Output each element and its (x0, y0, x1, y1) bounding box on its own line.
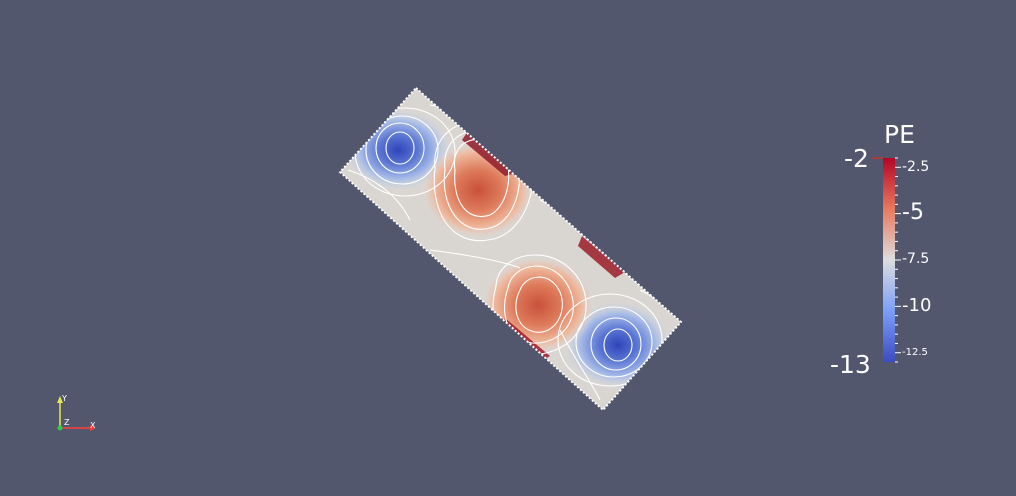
colorbar-tick-label: -2.5 (902, 158, 930, 175)
colorbar-tick-label: -5 (902, 199, 924, 225)
x-axis-arrow (90, 425, 96, 431)
colorbar-min-label: -13 (830, 350, 871, 379)
y-axis-arrow (57, 396, 63, 403)
z-axis-marker (57, 425, 63, 431)
z-axis-label: Z (64, 418, 70, 427)
colorbar-tick-label: -7.5 (902, 251, 930, 268)
surface-field (340, 88, 681, 410)
high-region-2 (480, 255, 596, 355)
colorbar-tick-label: -10 (902, 295, 932, 317)
colorbar-ticks (895, 157, 901, 363)
y-axis-label: Y (62, 394, 67, 403)
colorbar-tick-label: -12.5 (902, 346, 928, 358)
orientation-axes (57, 396, 96, 431)
colorbar-gradient (883, 158, 895, 362)
colorbar-max-label: -2 (844, 144, 869, 173)
colorbar-title: PE (884, 120, 915, 149)
edge-high-4 (578, 236, 625, 278)
x-axis-label: X (90, 421, 96, 430)
